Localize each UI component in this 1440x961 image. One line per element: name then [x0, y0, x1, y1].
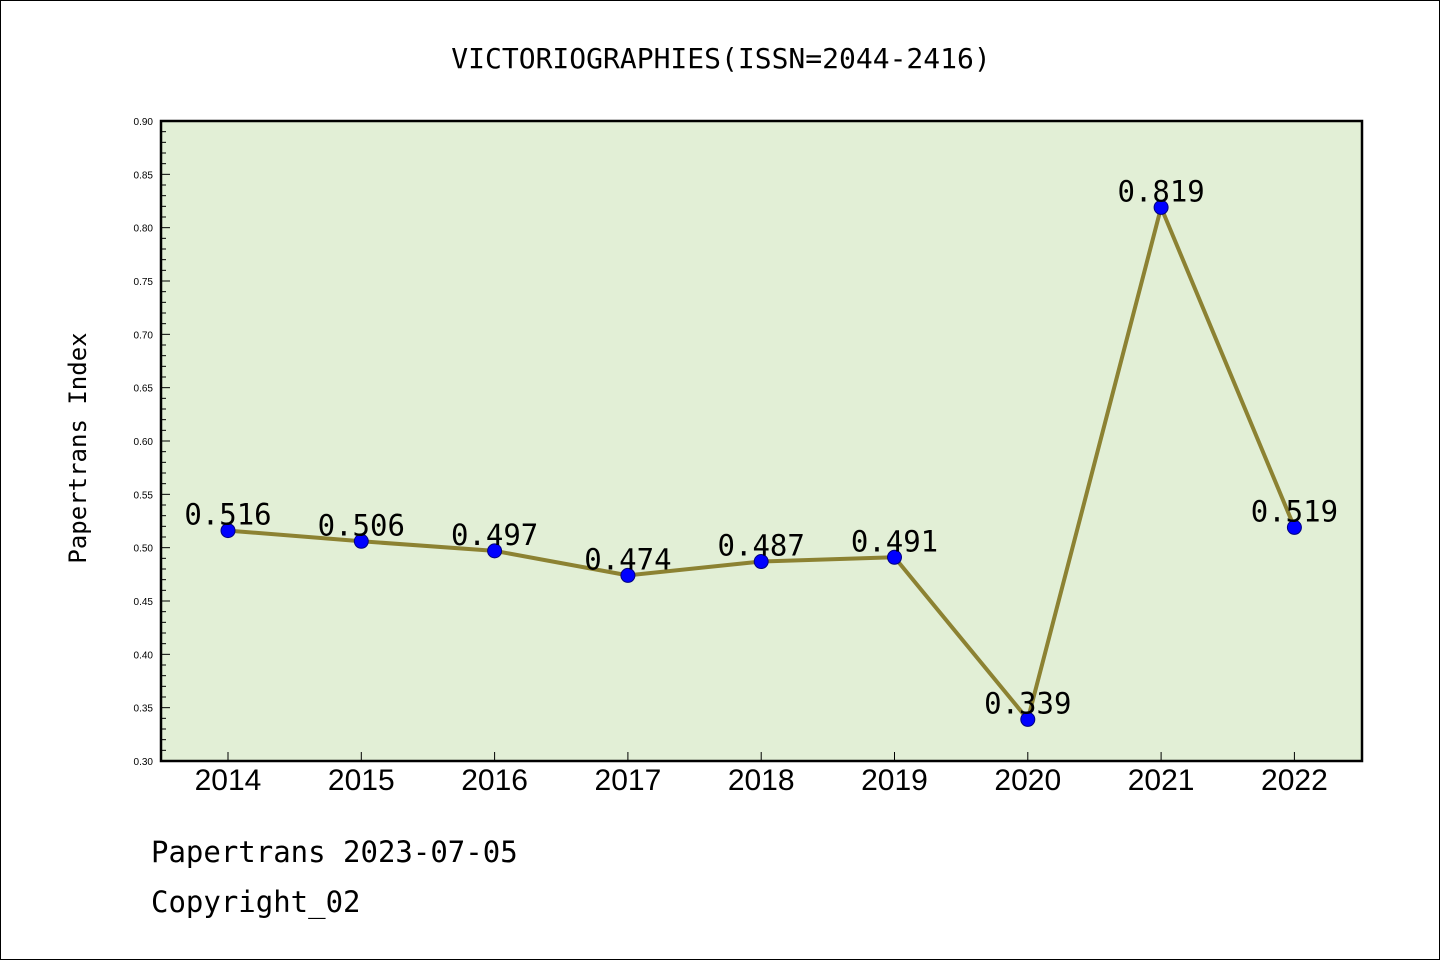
data-label: 0.819: [1117, 174, 1204, 208]
x-tick-label: 2017: [595, 764, 662, 797]
data-label: 0.506: [318, 508, 405, 542]
y-tick-label: 0.50: [134, 544, 154, 555]
x-tick-label: 2020: [994, 764, 1061, 797]
data-point: [1020, 711, 1036, 727]
data-point: [220, 523, 236, 539]
data-label: 0.474: [584, 542, 671, 576]
x-tick-label: 2022: [1261, 764, 1328, 797]
data-label: 0.339: [984, 686, 1071, 720]
data-point: [887, 549, 902, 565]
y-tick-label: 0.80: [134, 224, 154, 235]
x-tick-label: 2019: [861, 764, 928, 797]
x-tick-label: 2018: [728, 764, 795, 797]
data-label: 0.487: [718, 529, 805, 563]
y-tick-label: 0.85: [134, 170, 154, 181]
plot-border: [159, 119, 1364, 763]
data-label: 0.491: [851, 524, 938, 558]
data-label: 0.516: [184, 498, 271, 532]
y-tick-label: 0.45: [134, 597, 154, 608]
y-tick-label: 0.65: [134, 384, 154, 395]
footer-date: Papertrans 2023-07-05: [151, 835, 518, 869]
y-tick-label: 0.75: [134, 277, 154, 288]
y-tick-label: 0.60: [134, 437, 154, 448]
data-point: [1286, 519, 1302, 535]
y-tick-label: 0.30: [134, 757, 154, 768]
data-point: [353, 533, 369, 549]
y-tick-label: 0.90: [134, 117, 154, 128]
data-label: 0.519: [1251, 494, 1338, 528]
y-tick-label: 0.35: [134, 704, 154, 715]
data-point: [620, 567, 636, 583]
plot-area: [161, 121, 1362, 761]
x-tick-label: 2015: [328, 764, 395, 797]
x-tick-label: 2021: [1128, 764, 1195, 797]
data-point: [753, 554, 769, 570]
data-point: [1153, 199, 1169, 215]
y-tick-label: 0.40: [134, 650, 154, 661]
data-label: 0.497: [451, 518, 538, 552]
y-tick-label: 0.70: [134, 330, 154, 341]
footer-copyright: Copyright_02: [151, 885, 361, 919]
x-tick-label: 2014: [195, 764, 262, 797]
data-point: [487, 543, 503, 559]
y-tick-label: 0.55: [134, 490, 154, 501]
x-tick-label: 2016: [461, 764, 528, 797]
chart-title: VICTORIOGRAPHIES(ISSN=2044-2416): [451, 42, 990, 75]
y-axis-label: Papertrans Index: [64, 332, 92, 563]
